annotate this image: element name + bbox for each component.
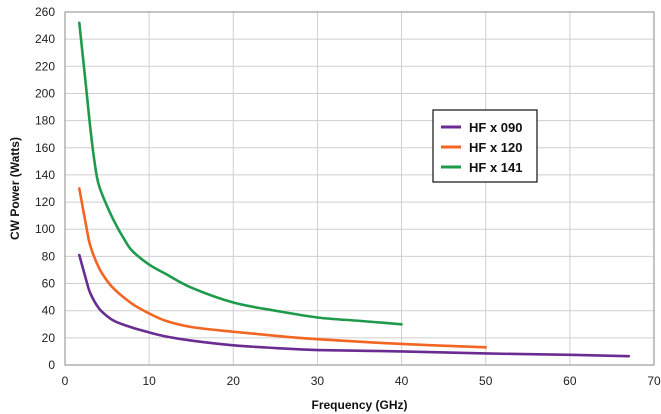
y-axis-title: CW Power (Watts) [8, 137, 22, 240]
grid [64, 11, 655, 366]
plot-frame [64, 11, 655, 366]
x-tick-label: 50 [479, 374, 493, 388]
x-axis-ticks: 0 10 20 30 40 50 60 70 [62, 374, 661, 388]
x-tick-label: 0 [62, 374, 69, 388]
y-tick-label: 140 [35, 168, 55, 182]
y-tick-label: 260 [35, 5, 55, 19]
x-tick-label: 70 [647, 374, 661, 388]
series-line-hf-x-090 [78, 253, 631, 358]
legend-label-hf-x-090: HF x 090 [469, 120, 522, 135]
x-tick-label: 20 [227, 374, 241, 388]
y-tick-label: 200 [35, 86, 55, 100]
y-tick-label: 40 [42, 304, 56, 318]
y-tick-label: 120 [35, 195, 55, 209]
y-tick-label: 220 [35, 59, 55, 73]
y-tick-label: 240 [35, 32, 55, 46]
y-tick-label: 0 [48, 358, 55, 372]
y-tick-label: 20 [42, 331, 56, 345]
x-tick-label: 40 [395, 374, 409, 388]
x-tick-label: 30 [311, 374, 325, 388]
y-axis-ticks: 0 20 40 60 80 100 120 140 160 180 200 220 240 260 [35, 5, 55, 372]
y-tick-label: 180 [35, 114, 55, 128]
x-tick-label: 10 [142, 374, 156, 388]
y-tick-label: 160 [35, 141, 55, 155]
x-axis-title: Frequency (GHz) [311, 398, 407, 412]
y-tick-label: 60 [42, 277, 56, 291]
y-tick-label: 80 [42, 249, 56, 263]
legend: HF x 090 HF x 120 HF x 141 [432, 109, 538, 183]
series-line-hf-x-141 [78, 21, 403, 326]
legend-label-hf-x-141: HF x 141 [469, 160, 522, 175]
legend-label-hf-x-120: HF x 120 [469, 140, 522, 155]
series-line-hf-x-120 [78, 187, 488, 349]
x-tick-label: 60 [563, 374, 577, 388]
y-tick-label: 100 [35, 222, 55, 236]
series-layer [78, 21, 631, 358]
